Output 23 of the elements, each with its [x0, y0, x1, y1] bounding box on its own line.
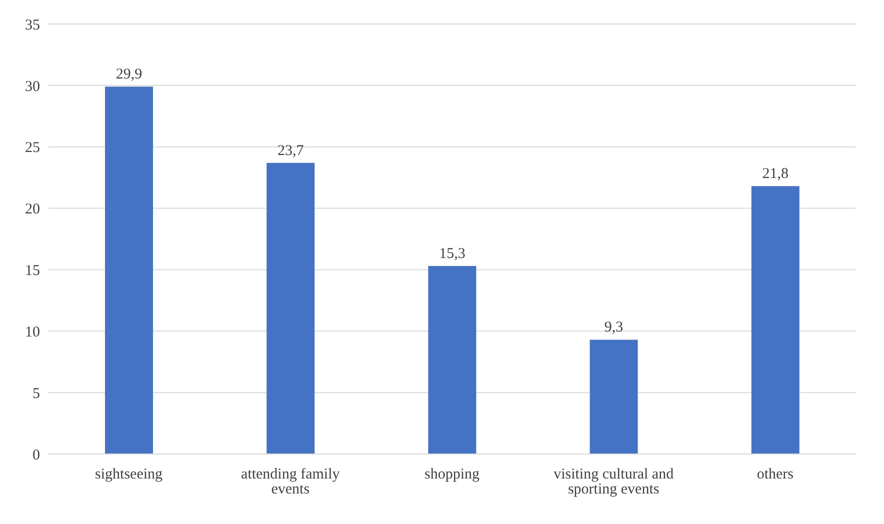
- bar: [266, 162, 315, 454]
- bar: [105, 86, 153, 454]
- bar: [751, 186, 800, 454]
- data-label: 23,7: [277, 142, 304, 159]
- bar: [428, 266, 476, 454]
- y-tick-label: 15: [25, 263, 40, 280]
- y-tick-label: 5: [32, 386, 40, 402]
- x-tick-label: visiting cultural and sporting events: [554, 466, 674, 498]
- y-tick-label: 25: [25, 140, 40, 156]
- y-tick-label: 20: [25, 202, 40, 218]
- y-tick-label: 30: [25, 78, 40, 95]
- x-tick-label: others: [756, 466, 794, 483]
- y-tick-label: 35: [25, 17, 40, 34]
- y-tick-label: 10: [25, 324, 40, 340]
- data-label: 29,9: [116, 66, 142, 83]
- x-tick-label: shopping: [424, 466, 480, 483]
- bar: [590, 340, 638, 454]
- x-tick-label: sightseeing: [95, 466, 164, 483]
- data-label: 15,3: [439, 246, 466, 262]
- data-label: 9,3: [604, 320, 624, 336]
- y-tick-label: 0: [32, 447, 40, 464]
- data-label: 21,8: [762, 166, 789, 182]
- x-tick-label: attending family events: [241, 466, 340, 498]
